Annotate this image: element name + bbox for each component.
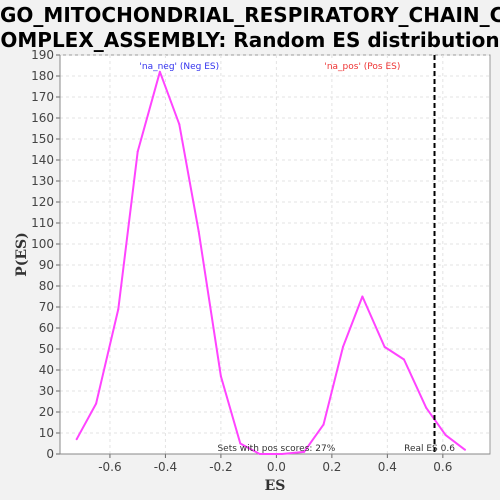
x-tick-label: 0.0 [267, 460, 286, 474]
y-tick-label: 80 [39, 279, 54, 293]
y-tick-label: 180 [31, 69, 54, 83]
data-point [322, 423, 325, 426]
chart-title-line-2: OMPLEX_ASSEMBLY: Random ES distribution [0, 28, 500, 52]
y-tick-label: 60 [39, 321, 54, 335]
data-point [158, 70, 161, 73]
data-point [341, 345, 344, 348]
data-point [425, 406, 428, 409]
data-point [258, 453, 261, 455]
y-tick-label: 0 [46, 447, 54, 461]
x-axis-title: ES [265, 478, 286, 494]
y-tick-label: 100 [31, 237, 54, 251]
y-tick-label: 90 [39, 258, 54, 272]
y-tick-label: 190 [31, 48, 54, 62]
data-point [444, 434, 447, 437]
data-point [117, 308, 120, 311]
data-point [361, 295, 364, 298]
data-point [464, 448, 467, 451]
y-axis-title: P(ES) [14, 232, 30, 277]
y-tick-label: 170 [31, 90, 54, 104]
pos-es-label: 'na_pos' (Pos ES) [324, 62, 400, 72]
data-point [95, 402, 98, 405]
x-tick-label: -0.4 [154, 460, 177, 474]
data-point [178, 123, 181, 126]
annotations: 'na_neg' (Neg ES) 'na_pos' (Pos ES) Sets w… [139, 62, 400, 454]
y-tick-label: 160 [31, 111, 54, 125]
axes: -0.6 -0.4 -0.2 0.0 0.2 0.4 0.6 0 10 20 30 40 50 60 70 8… [31, 48, 490, 474]
y-tick-label: 140 [31, 153, 54, 167]
pos-scores-label: Sets with pos scores: 27% [217, 444, 335, 454]
data-point [136, 150, 139, 153]
series [75, 70, 467, 455]
plot-area [59, 54, 491, 455]
chart-title-line-1: GO_MITOCHONDRIAL_RESPIRATORY_CHAIN_C [0, 3, 500, 27]
data-point [383, 345, 386, 348]
data-point [403, 358, 405, 361]
real-es-marker: Real ES 0.6 [404, 55, 455, 454]
grid [60, 54, 490, 455]
y-tick-label: 40 [39, 363, 54, 377]
data-point [75, 438, 78, 441]
data-point [219, 375, 222, 378]
data-point [197, 230, 200, 233]
x-tick-label: -0.6 [98, 460, 121, 474]
series-line [75, 70, 466, 455]
y-tick-label: 50 [39, 342, 54, 356]
x-tick-label: -0.2 [209, 460, 232, 474]
real-es-label: Real ES 0.6 [404, 444, 455, 454]
data-point [239, 442, 242, 445]
x-tick-label: 0.6 [433, 460, 452, 474]
y-tick-label: 30 [39, 384, 54, 398]
neg-es-label: 'na_neg' (Neg ES) [139, 62, 219, 72]
data-point [303, 450, 306, 453]
y-tick-label: 150 [31, 132, 54, 146]
y-tick-label: 20 [39, 405, 54, 419]
y-tick-label: 130 [31, 174, 54, 188]
y-tick-label: 70 [39, 300, 54, 314]
x-tick-label: 0.2 [322, 460, 341, 474]
y-tick-label: 110 [31, 216, 54, 230]
x-tick-label: 0.4 [378, 460, 397, 474]
data-point [280, 453, 283, 455]
y-tick-label: 120 [31, 195, 54, 209]
y-tick-label: 10 [39, 426, 54, 440]
